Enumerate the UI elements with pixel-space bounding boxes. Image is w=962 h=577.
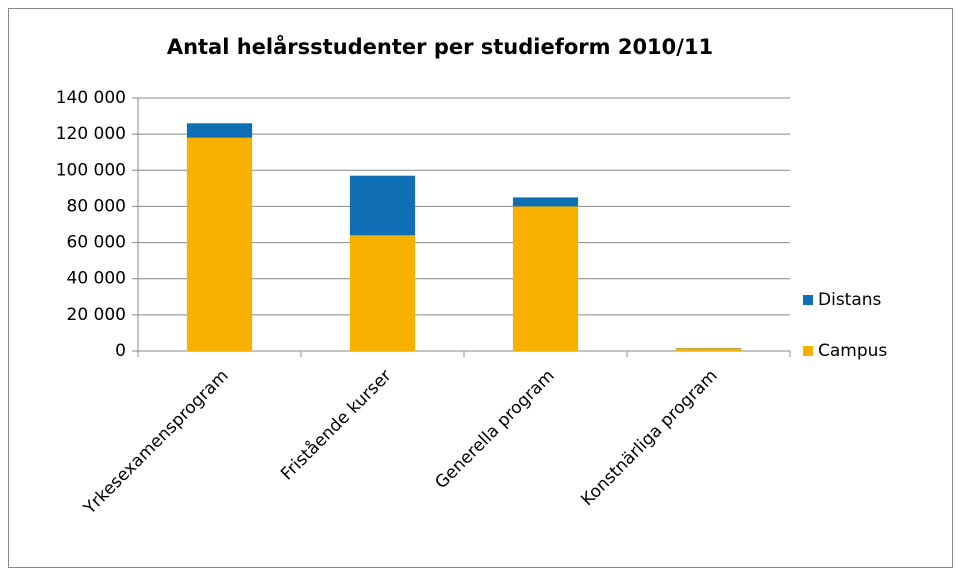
y-tick-label: 0 <box>115 341 126 361</box>
bar-segment <box>512 206 579 351</box>
y-tick-label: 80 000 <box>67 196 126 216</box>
legend-label: Campus <box>818 341 887 361</box>
chart-title: Antal helårsstudenter per studieform 201… <box>167 34 713 59</box>
legend-swatch <box>803 295 813 305</box>
legend-label: Distans <box>818 290 882 310</box>
bar-segment <box>349 235 416 351</box>
y-tick-label: 60 000 <box>67 233 126 253</box>
bar-segment <box>512 197 579 207</box>
chart-border <box>8 8 953 568</box>
y-tick-label: 140 000 <box>56 88 126 108</box>
legend-swatch <box>803 346 813 356</box>
y-tick-label: 120 000 <box>56 124 126 144</box>
y-tick-label: 100 000 <box>56 160 126 180</box>
bar-segment <box>186 123 253 138</box>
bar-segment <box>675 348 742 351</box>
y-tick-label: 40 000 <box>67 269 126 289</box>
y-tick-label: 20 000 <box>67 305 126 325</box>
bar-segment <box>349 175 416 236</box>
bar-segment <box>186 137 253 351</box>
